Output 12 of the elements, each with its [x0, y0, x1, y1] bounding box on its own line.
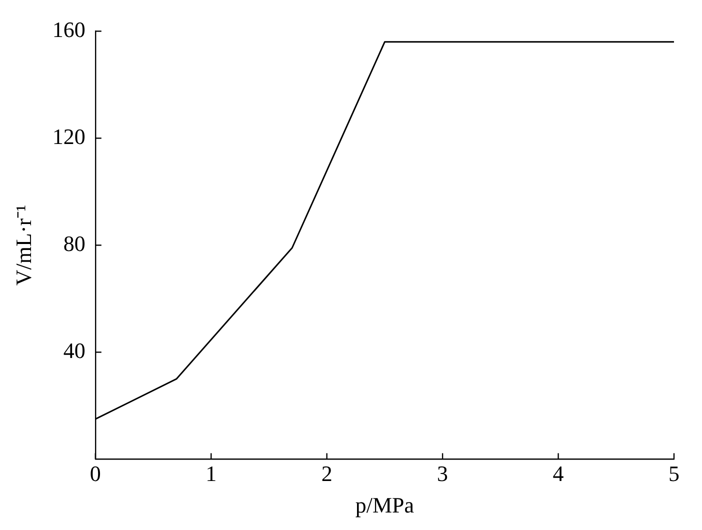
x-tick-label: 0 [90, 461, 101, 486]
y-tick-label: 120 [52, 124, 86, 149]
x-tick-label: 3 [437, 461, 448, 486]
x-tick-label: 5 [668, 461, 680, 486]
x-tick-label: 2 [321, 461, 332, 486]
y-axis-title: V/mL·r⁻¹ [10, 204, 36, 286]
y-tick-label: 160 [52, 16, 86, 42]
x-tick-label: 4 [552, 461, 564, 486]
x-axis-title: p/MPa [355, 492, 414, 518]
x-tick-label: 1 [206, 461, 217, 486]
y-tick-label: 40 [63, 338, 86, 363]
y-tick-label: 80 [63, 230, 86, 256]
